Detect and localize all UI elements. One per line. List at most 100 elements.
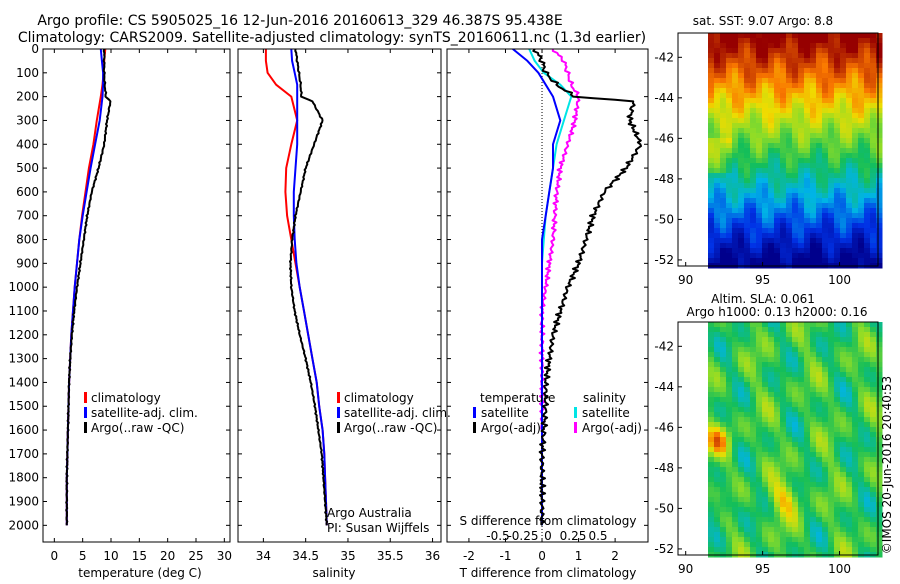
sla-cell bbox=[738, 507, 745, 513]
sst-cell bbox=[780, 233, 787, 239]
sla-cell bbox=[846, 367, 853, 373]
sst-cell bbox=[768, 53, 775, 59]
sst-cell bbox=[852, 208, 859, 214]
sla-cell bbox=[726, 512, 733, 518]
sst-cell bbox=[774, 48, 781, 54]
y-tick-label: 700 bbox=[16, 209, 39, 223]
sst-cell bbox=[726, 243, 733, 249]
sla-cell bbox=[768, 342, 775, 348]
sst-cell bbox=[768, 203, 775, 209]
sla-cell bbox=[804, 482, 811, 488]
sst-cell bbox=[804, 53, 811, 59]
sst-cell bbox=[738, 78, 745, 84]
sst-cell bbox=[822, 43, 829, 49]
sla-cell bbox=[732, 527, 739, 533]
sla-cell bbox=[798, 362, 805, 368]
sst-cell bbox=[762, 113, 769, 119]
sst-cell bbox=[726, 123, 733, 129]
sla-cell bbox=[726, 347, 733, 353]
sst-cell bbox=[744, 203, 751, 209]
legend-item-sal-argo: Argo(-adj) bbox=[582, 421, 642, 435]
sla-cell bbox=[834, 337, 841, 343]
sst-cell bbox=[840, 108, 847, 114]
sst-cell bbox=[834, 108, 841, 114]
sla-cell bbox=[846, 492, 853, 498]
sla-cell bbox=[870, 397, 877, 403]
sst-cell bbox=[780, 168, 787, 174]
sla-cell bbox=[792, 372, 799, 378]
sst-cell bbox=[810, 78, 817, 84]
sla-cell bbox=[864, 367, 871, 373]
sst-cell bbox=[834, 63, 841, 69]
sla-cell bbox=[738, 537, 745, 543]
sst-cell bbox=[780, 48, 787, 54]
sla-cell bbox=[780, 492, 787, 498]
sst-cell bbox=[714, 123, 721, 129]
sst-cell bbox=[726, 83, 733, 89]
sla-cell bbox=[756, 462, 763, 468]
sst-cell bbox=[804, 173, 811, 179]
sst-cell bbox=[846, 58, 853, 64]
sla-cell bbox=[750, 397, 757, 403]
sst-cell bbox=[750, 103, 757, 109]
sla-cell bbox=[840, 347, 847, 353]
sla-cell bbox=[726, 537, 733, 543]
sst-cell bbox=[840, 83, 847, 89]
sla-cell bbox=[732, 537, 739, 543]
sla-cell bbox=[738, 332, 745, 338]
sst-cell bbox=[804, 208, 811, 214]
sla-cell bbox=[816, 322, 823, 328]
sla-cell bbox=[708, 362, 715, 368]
sst-cell bbox=[876, 208, 883, 214]
sla-cell bbox=[744, 352, 751, 358]
sst-cell bbox=[738, 173, 745, 179]
sla-cell bbox=[804, 422, 811, 428]
x-tick-label: 34 bbox=[256, 549, 271, 563]
sst-cell bbox=[858, 233, 865, 239]
sst-cell bbox=[792, 83, 799, 89]
sla-cell bbox=[816, 457, 823, 463]
sla-cell bbox=[750, 507, 757, 513]
sst-cell bbox=[750, 168, 757, 174]
sst-cell bbox=[732, 193, 739, 199]
sla-cell bbox=[708, 422, 715, 428]
sla-cell bbox=[774, 347, 781, 353]
sla-cell bbox=[792, 467, 799, 473]
sst-cell bbox=[798, 48, 805, 54]
sla-cell bbox=[816, 547, 823, 553]
sla-cell bbox=[744, 432, 751, 438]
sla-cell bbox=[834, 392, 841, 398]
sla-cell bbox=[810, 422, 817, 428]
sla-cell bbox=[768, 467, 775, 473]
sst-cell bbox=[732, 103, 739, 109]
sla-cell bbox=[756, 382, 763, 388]
sla-cell bbox=[870, 522, 877, 528]
sla-cell bbox=[714, 537, 721, 543]
sst-cell bbox=[828, 188, 835, 194]
sla-cell bbox=[708, 372, 715, 378]
sst-cell bbox=[744, 238, 751, 244]
sst-cell bbox=[852, 228, 859, 234]
map-y-tick-label: -52 bbox=[654, 253, 674, 267]
sla-cell bbox=[756, 472, 763, 478]
sst-cell bbox=[792, 118, 799, 124]
sst-cell bbox=[810, 113, 817, 119]
sla-cell bbox=[726, 472, 733, 478]
sst-cell bbox=[720, 98, 727, 104]
sla-cell bbox=[762, 382, 769, 388]
sst-cell bbox=[792, 43, 799, 49]
sla-cell bbox=[852, 452, 859, 458]
sla-cell bbox=[750, 422, 757, 428]
sst-cell bbox=[738, 198, 745, 204]
sla-cell bbox=[816, 502, 823, 508]
sst-cell bbox=[768, 213, 775, 219]
sla-cell bbox=[846, 437, 853, 443]
sla-cell bbox=[798, 507, 805, 513]
sla-cell bbox=[840, 432, 847, 438]
sla-cell bbox=[876, 502, 883, 508]
sla-cell bbox=[822, 362, 829, 368]
sla-cell bbox=[738, 532, 745, 538]
sla-cell bbox=[870, 352, 877, 358]
sst-cell bbox=[822, 68, 829, 74]
sla-cell bbox=[804, 412, 811, 418]
